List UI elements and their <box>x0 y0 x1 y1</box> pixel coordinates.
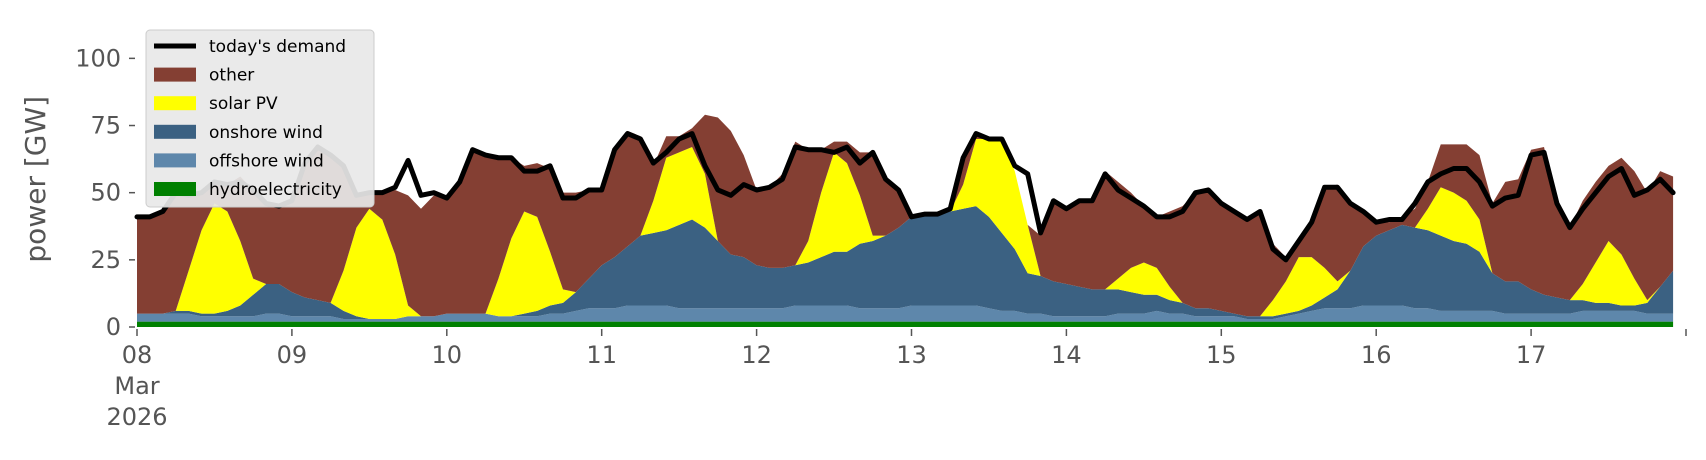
x-tick-label: 17 <box>1516 341 1547 369</box>
line-todays-demand <box>134 131 1676 263</box>
x-tick-label: 09 <box>277 341 308 369</box>
legend-box <box>145 29 375 208</box>
y-tick-label: 0 <box>106 313 121 341</box>
legend-swatch <box>154 96 196 111</box>
demand-line-layer <box>134 131 1676 263</box>
x-axis: 08 Mar 2026 09 10 11 12 13 14 15 16 17 <box>106 329 1687 431</box>
legend-label: solar PV <box>209 94 278 114</box>
legend-label: onshore wind <box>209 123 323 143</box>
legend-label: offshore wind <box>209 151 324 171</box>
y-tick-label: 75 <box>90 112 121 140</box>
legend-swatch <box>154 182 196 196</box>
legend-label: other <box>209 66 254 86</box>
legend-label: hydroelectricity <box>209 180 342 200</box>
legend-label: today's demand <box>209 37 346 57</box>
legend-swatch <box>154 67 196 82</box>
x-tick-label: 12 <box>741 341 772 369</box>
y-tick-label: 100 <box>75 44 121 72</box>
area-solar-pv <box>137 138 1674 319</box>
x-tick-label: 15 <box>1206 341 1237 369</box>
legend-swatch <box>154 124 196 139</box>
x-tick-sublabel: 2026 <box>106 403 167 431</box>
y-axis-label: power [GW] <box>19 96 52 263</box>
x-tick-label: 14 <box>1051 341 1082 369</box>
area-hydroelectricity <box>137 321 1674 327</box>
x-tick-label: 13 <box>896 341 927 369</box>
y-tick-label: 25 <box>90 246 121 274</box>
area-offshore-wind <box>137 305 1674 322</box>
area-onshore-wind <box>137 206 1674 319</box>
legend-swatch <box>154 153 196 168</box>
legend: today's demand other solar PV onshore wind o… <box>145 29 375 208</box>
x-tick-label: 10 <box>432 341 463 369</box>
x-tick-label: 16 <box>1361 341 1392 369</box>
y-axis: 0 25 50 75 100 <box>75 44 135 341</box>
x-tick-label: 08 <box>122 341 153 369</box>
x-tick-sublabel: Mar <box>114 372 159 400</box>
x-tick-label: 11 <box>586 341 617 369</box>
y-tick-label: 50 <box>90 179 121 207</box>
